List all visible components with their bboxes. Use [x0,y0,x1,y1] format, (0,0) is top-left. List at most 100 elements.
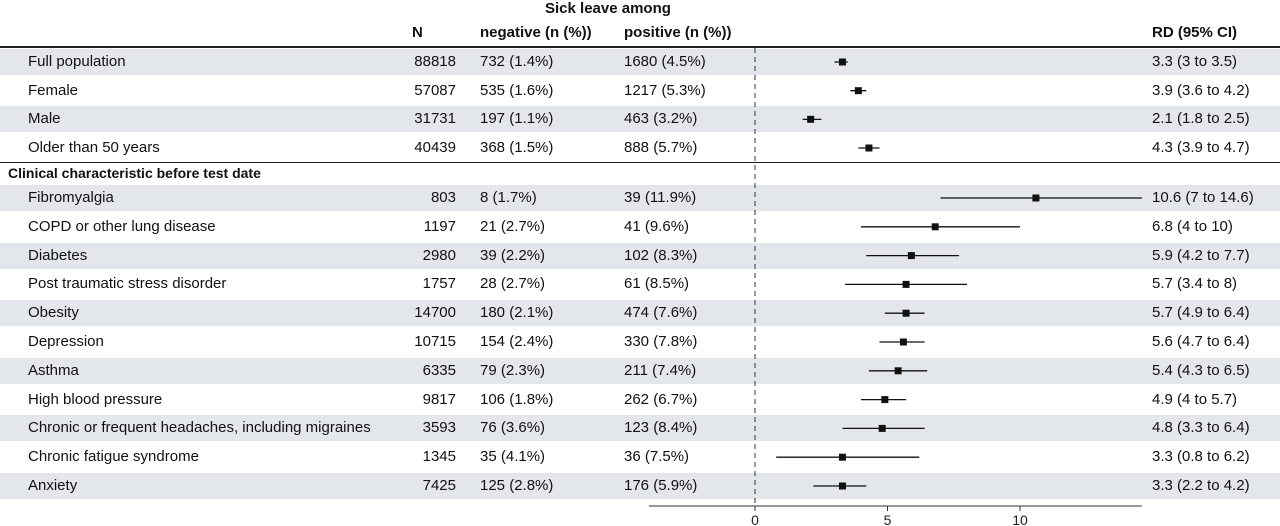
row-positive: 61 (8.5%) [624,275,690,293]
column-header-rd: RD (95% CI) [1152,24,1238,41]
row-rd: 10.6 (7 to 14.6) [1152,189,1254,206]
column-header-negative: negative (n (%)) [480,24,592,41]
point-estimate [881,396,889,404]
row-n: 88818 [414,53,456,70]
header-rule [0,46,1280,48]
point-estimate [807,115,815,123]
point-estimate [838,482,846,490]
row-positive: 1217 (5.3%) [624,81,706,99]
row-label: Asthma [28,361,79,379]
row-label: COPD or other lung disease [28,217,216,235]
row-negative: 76 (3.6%) [480,419,546,437]
row-band [0,473,1280,499]
x-tick-label: 5 [884,512,892,526]
row-n: 57087 [414,81,456,99]
row-rd: 2.1 (1.8 to 2.5) [1152,110,1250,128]
row-negative: 154 (2.4%) [480,333,554,350]
row-label: Chronic or frequent headaches, including… [28,419,371,437]
point-estimate [894,367,902,375]
row-n: 14700 [414,304,456,322]
row-label: Chronic fatigue syndrome [28,448,199,466]
row-negative: 535 (1.6%) [480,81,554,99]
row-rd: 3.3 (0.8 to 6.2) [1152,448,1250,466]
row-rd: 4.8 (3.3 to 6.4) [1152,419,1250,437]
row-band [0,357,1280,384]
row-positive: 36 (7.5%) [624,448,690,466]
row-positive: 1680 (4.5%) [624,53,706,70]
point-estimate [899,338,907,346]
row-rd: 3.9 (3.6 to 4.2) [1152,81,1250,99]
row-rd: 4.3 (3.9 to 4.7) [1152,139,1250,156]
row-negative: 106 (1.8%) [480,390,554,408]
row-negative: 28 (2.7%) [480,275,546,293]
row-rd: 4.9 (4 to 5.7) [1152,390,1238,408]
row-negative: 39 (2.2%) [480,246,546,264]
row-positive: 123 (8.4%) [624,419,698,437]
row-negative: 8 (1.7%) [480,189,537,206]
group-header: Sick leave among [545,0,671,17]
row-positive: 262 (6.7%) [624,390,698,408]
row-rd: 5.6 (4.7 to 6.4) [1152,333,1250,350]
row-rd: 5.4 (4.3 to 6.5) [1152,361,1250,379]
row-n: 7425 [422,477,456,494]
row-n: 31731 [414,110,456,128]
section-rule [0,162,1280,163]
row-rd: 6.8 (4 to 10) [1152,217,1233,235]
row-band [0,300,1280,327]
row-positive: 41 (9.6%) [624,217,690,235]
point-estimate [865,144,873,152]
row-band [0,106,1280,133]
x-tick-label: 10 [1012,512,1028,526]
point-estimate [902,280,910,288]
point-estimate [878,424,886,432]
row-negative: 79 (2.3%) [480,361,546,379]
row-rd: 3.3 (2.2 to 4.2) [1152,477,1250,494]
row-positive: 474 (7.6%) [624,304,698,322]
row-n: 2980 [422,246,456,264]
row-band [0,415,1280,442]
point-estimate [854,87,862,95]
row-rd: 3.3 (3 to 3.5) [1152,53,1238,70]
row-label: Anxiety [28,477,78,494]
row-n: 803 [430,189,456,206]
row-label: Male [28,110,61,128]
row-label: Diabetes [28,246,88,264]
row-positive: 888 (5.7%) [624,139,698,156]
row-positive: 330 (7.8%) [624,333,698,350]
row-label: Older than 50 years [28,139,160,156]
row-negative: 732 (1.4%) [480,53,554,70]
point-estimate [931,223,939,231]
row-n: 1757 [422,275,456,293]
row-negative: 180 (2.1%) [480,304,554,322]
row-negative: 197 (1.1%) [480,110,554,128]
row-n: 1197 [423,217,456,235]
point-estimate [902,309,910,317]
row-n: 3593 [422,419,456,437]
row-positive: 463 (3.2%) [624,110,698,128]
row-label: Post traumatic stress disorder [28,275,227,293]
point-estimate [1032,194,1040,202]
row-positive: 102 (8.3%) [624,246,698,264]
row-positive: 211 (7.4%) [624,361,697,379]
point-estimate [838,58,846,66]
row-negative: 125 (2.8%) [480,477,554,494]
row-positive: 176 (5.9%) [624,477,698,494]
column-header-positive: positive (n (%)) [624,24,732,41]
row-band [0,49,1280,75]
row-n: 6335 [422,361,456,379]
row-n: 40439 [414,139,456,156]
row-label: Full population [28,53,126,70]
row-positive: 39 (11.9%) [624,189,697,206]
column-header-n: N [412,24,423,41]
row-n: 1345 [422,448,456,466]
row-rd: 5.7 (4.9 to 6.4) [1152,304,1250,322]
row-label: Obesity [28,304,79,322]
row-label: Depression [28,333,104,350]
row-label: Fibromyalgia [28,189,114,206]
row-n: 10715 [414,333,456,350]
row-negative: 35 (4.1%) [480,448,546,466]
row-rd: 5.9 (4.2 to 7.7) [1152,246,1250,264]
row-n: 9817 [422,390,456,408]
